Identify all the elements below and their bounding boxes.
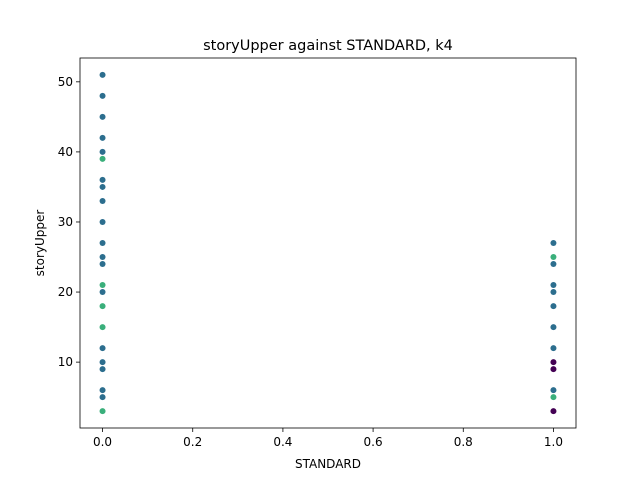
data-point: [550, 394, 557, 401]
x-axis-label: STANDARD: [295, 457, 361, 471]
y-axis-label: storyUpper: [33, 210, 47, 277]
y-axis: 10 20 30 40 50: [58, 75, 80, 369]
data-point: [99, 324, 106, 331]
y-tick-label: 20: [58, 285, 73, 299]
data-point: [99, 113, 106, 120]
data-point: [550, 254, 557, 261]
x-tick-label: 0.4: [273, 435, 292, 449]
y-tick-label: 50: [58, 75, 73, 89]
x-tick-label: 1.0: [544, 435, 563, 449]
data-point: [99, 176, 106, 183]
x-tick-label: 0.6: [364, 435, 383, 449]
data-point: [99, 303, 106, 310]
data-point: [99, 254, 106, 261]
data-point: [99, 289, 106, 296]
y-tick-label: 40: [58, 145, 73, 159]
data-point: [99, 148, 106, 155]
points-layer: [99, 71, 557, 415]
data-point: [99, 282, 106, 289]
plot-frame: [79, 57, 577, 429]
data-point: [550, 303, 557, 310]
x-tick-label: 0.2: [183, 435, 202, 449]
x-axis: 0.0 0.2 0.4 0.6 0.8 1.0: [93, 428, 563, 449]
data-point: [550, 359, 557, 366]
x-tick-label: 0.8: [454, 435, 473, 449]
data-point: [99, 359, 106, 366]
data-point: [99, 408, 106, 415]
data-point: [99, 218, 106, 225]
data-point: [99, 366, 106, 373]
data-point: [99, 134, 106, 141]
data-point: [550, 387, 557, 394]
data-point: [99, 197, 106, 204]
data-point: [99, 92, 106, 99]
data-point: [99, 394, 106, 401]
data-point: [550, 282, 557, 289]
y-tick-label: 10: [58, 355, 73, 369]
data-point: [550, 408, 557, 415]
data-point: [550, 240, 557, 246]
data-point: [550, 261, 557, 268]
data-point: [99, 261, 106, 268]
data-point: [99, 183, 106, 190]
chart-title: storyUpper against STANDARD, k4: [203, 38, 453, 54]
x-tick-label: 0.0: [93, 435, 112, 449]
data-point: [99, 155, 106, 162]
data-point: [99, 387, 106, 394]
data-point: [99, 240, 106, 246]
data-point: [99, 71, 106, 78]
data-point: [550, 345, 557, 352]
data-point: [99, 345, 106, 352]
y-tick-label: 30: [58, 215, 73, 229]
data-point: [550, 324, 557, 331]
data-point: [550, 366, 557, 373]
data-point: [550, 289, 557, 296]
